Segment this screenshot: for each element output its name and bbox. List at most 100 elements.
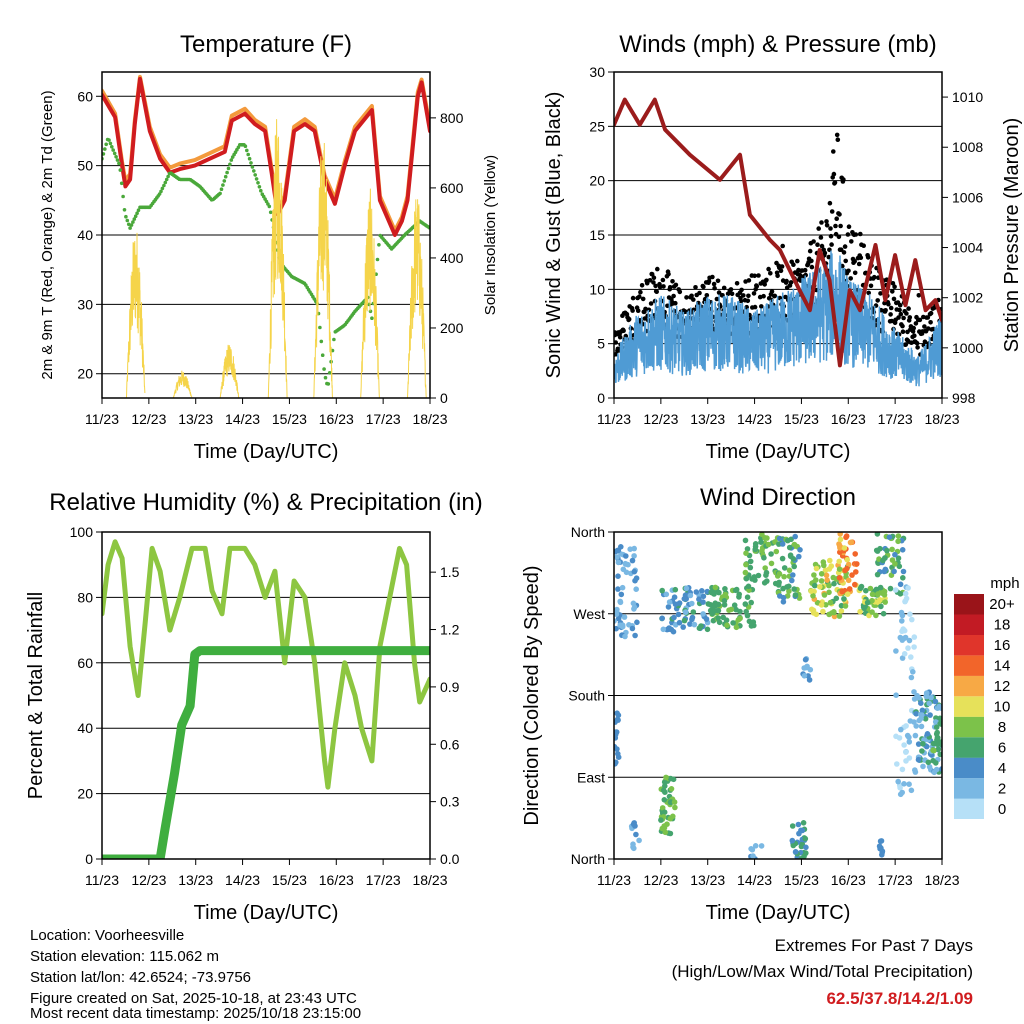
gust-point (715, 278, 721, 284)
direction-point (937, 720, 942, 727)
gust-point (630, 295, 636, 301)
direction-point (721, 598, 728, 604)
direction-point (918, 723, 925, 730)
extremes-title: Extremes For Past 7 Days (775, 936, 973, 955)
direction-point (731, 602, 738, 608)
direction-point (659, 825, 666, 832)
dewpoint-point (162, 183, 166, 188)
direction-point (915, 756, 922, 763)
gust-point (835, 137, 841, 142)
gust-point (653, 283, 658, 289)
legend-swatch (954, 594, 984, 615)
y2-tick-label: 0.0 (440, 851, 460, 867)
dewpoint-point (133, 214, 138, 218)
dewpoint-point (108, 141, 113, 146)
gust-point (892, 284, 897, 290)
gust-point (745, 298, 751, 304)
direction-point (887, 585, 894, 592)
direction-point (874, 532, 881, 537)
solar-pulse (313, 142, 333, 398)
direction-point (919, 707, 926, 714)
direction-point (742, 537, 749, 544)
temp-plot-area (102, 74, 430, 398)
direction-point (712, 584, 719, 591)
direction-point (711, 591, 717, 597)
dewpoint-point (111, 148, 115, 152)
gust-point (780, 243, 785, 249)
y-tick-label: South (568, 688, 605, 704)
direction-point (841, 545, 848, 551)
dewpoint-point (229, 158, 234, 162)
solar-pulse (219, 344, 240, 398)
temp-xlabel: Time (Day/UTC) (194, 441, 339, 463)
gust-point (907, 315, 913, 320)
gust-point (651, 280, 656, 285)
direction-point (844, 556, 850, 563)
direction-point (743, 550, 749, 556)
gust-point (897, 307, 902, 313)
gust-point (898, 311, 904, 317)
direction-point (911, 689, 917, 695)
dewpoint-point (118, 168, 123, 172)
direction-point (676, 619, 683, 626)
direction-point (806, 677, 813, 683)
direction-point (892, 551, 898, 558)
direction-point (776, 571, 783, 577)
dewpoint-point (166, 174, 170, 179)
dewpoint-point (323, 375, 328, 380)
direction-point (886, 534, 893, 540)
direction-point (629, 625, 636, 632)
x-tick-label: 14/23 (737, 872, 772, 888)
dewpoint-point (267, 204, 272, 209)
direction-point (786, 588, 792, 594)
gust-point (914, 340, 920, 346)
direction-point (750, 619, 757, 625)
direction-point (881, 568, 887, 575)
gust-point (878, 291, 883, 296)
direction-point (614, 743, 618, 750)
gust-point (903, 342, 909, 347)
gust-point (766, 266, 771, 272)
gust-point (852, 258, 857, 264)
direction-point (869, 591, 876, 598)
y2-tick-label: 1008 (952, 139, 983, 155)
direction-point (667, 799, 674, 806)
direction-point (918, 700, 924, 706)
dewpoint-point (125, 218, 130, 223)
direction-point (752, 577, 758, 583)
direction-point (813, 565, 820, 572)
direction-point (666, 599, 673, 605)
direction-point (932, 698, 939, 705)
y2-tick-label: 1010 (952, 89, 983, 105)
direction-point (680, 624, 686, 630)
gust-point (689, 293, 694, 299)
gust-point (822, 250, 828, 256)
direction-point (906, 637, 913, 644)
footer-latest: Most recent data timestamp: 2025/10/18 2… (30, 1005, 361, 1022)
direction-point (911, 634, 918, 640)
gust-point (841, 250, 847, 255)
y2-tick-label: 1004 (952, 240, 983, 256)
direction-point (700, 611, 706, 617)
gust-point (849, 239, 854, 244)
gust-point (811, 239, 816, 244)
y-tick-label: 30 (77, 296, 93, 312)
x-tick-label: 14/23 (225, 872, 260, 888)
direction-point (747, 558, 754, 565)
direction-point (900, 575, 906, 581)
y2-tick-label: 1000 (952, 340, 983, 356)
direction-point (836, 566, 843, 572)
gust-point (906, 306, 911, 311)
gust-point (712, 285, 717, 291)
direction-point (845, 577, 852, 584)
x-tick-label: 15/23 (784, 872, 819, 888)
direction-point (930, 740, 937, 747)
direction-point (849, 572, 855, 578)
dir-xlabel: Time (Day/UTC) (706, 902, 851, 924)
dewpoint-point (268, 210, 273, 215)
gust-point (788, 280, 794, 285)
direction-point (795, 821, 802, 828)
direction-point (831, 609, 837, 615)
y-tick-label: North (571, 851, 605, 867)
